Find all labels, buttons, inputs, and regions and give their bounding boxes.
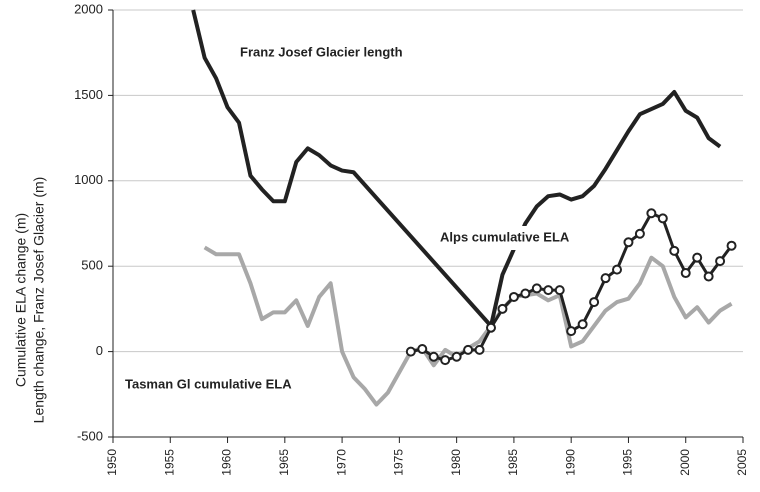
point-marker [577, 319, 588, 330]
point-marker [612, 264, 622, 275]
y-tick-label: 0 [96, 343, 103, 358]
x-tick-label: 1980 [449, 449, 463, 476]
y-tick-label: -500 [77, 428, 103, 443]
y-axis-label: Cumulative ELA change (m) [13, 213, 29, 387]
point-marker [657, 213, 668, 224]
x-tick-label: 1970 [334, 449, 348, 476]
x-tick-label: 1975 [392, 449, 406, 476]
point-marker [543, 285, 554, 296]
x-tick-label: 1965 [277, 449, 291, 476]
x-tick-label: 1950 [105, 449, 119, 476]
y-tick-label: 2000 [74, 1, 103, 16]
point-marker [680, 268, 691, 279]
series-label: Tasman Gl cumulative ELA [125, 376, 292, 391]
point-marker [451, 351, 462, 362]
series-label: Franz Josef Glacier length [240, 44, 403, 59]
point-marker [715, 256, 726, 267]
point-marker [554, 285, 565, 296]
point-marker [566, 326, 577, 337]
y-tick-label: 1500 [74, 87, 103, 102]
point-marker [623, 237, 634, 248]
point-marker [428, 351, 439, 362]
x-tick-label: 1985 [506, 449, 520, 476]
point-marker [405, 346, 416, 357]
x-tick-label: 1995 [621, 449, 635, 476]
point-marker [440, 355, 451, 366]
point-marker [520, 288, 531, 299]
y-axis-label: Length change, Franz Josef Glacier (m) [31, 177, 47, 424]
y-tick-label: 1000 [74, 172, 103, 187]
point-marker [703, 271, 714, 282]
series-label: Alps cumulative ELA [440, 229, 570, 244]
x-tick-label: 2000 [678, 449, 692, 476]
point-marker [486, 322, 496, 333]
x-tick-label: 2005 [735, 449, 749, 476]
point-marker [497, 303, 508, 314]
point-marker [634, 228, 645, 239]
point-marker [508, 291, 519, 302]
point-marker [646, 208, 657, 219]
x-tick-label: 1990 [563, 449, 577, 476]
point-marker [531, 283, 542, 294]
label-box [119, 373, 298, 397]
point-marker [726, 240, 737, 251]
point-marker [463, 344, 474, 355]
point-marker [669, 245, 680, 256]
point-marker [600, 273, 611, 284]
point-marker [589, 297, 600, 308]
y-tick-label: 500 [81, 258, 103, 273]
point-marker [417, 344, 428, 355]
x-tick-label: 1960 [220, 449, 234, 476]
point-marker [474, 344, 485, 355]
label-box [434, 226, 576, 250]
label-box [234, 41, 409, 65]
x-tick-label: 1955 [162, 449, 176, 476]
point-marker [692, 252, 703, 263]
